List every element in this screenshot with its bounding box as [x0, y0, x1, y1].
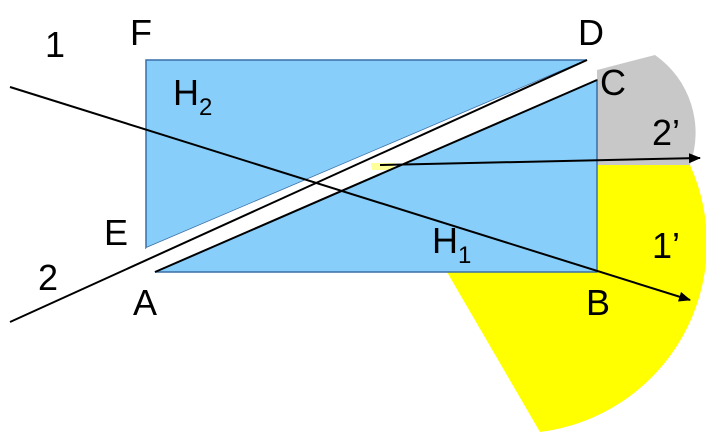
label-ray-1: 1 — [45, 24, 65, 65]
ray-1 — [9, 86, 691, 302]
yellow-sector — [447, 165, 706, 432]
label-ray-2-out: 2’ — [652, 112, 680, 153]
label-point-F: F — [130, 12, 152, 53]
label-ray-2: 2 — [38, 257, 58, 298]
label-point-B: B — [586, 282, 610, 323]
label-H2: H2 — [173, 72, 212, 121]
ray-2-inner-edge — [154, 79, 598, 273]
label-point-A: A — [133, 282, 157, 323]
label-H2-sub: 2 — [199, 94, 212, 121]
ray-2-out — [379, 153, 701, 166]
label-point-E: E — [104, 212, 128, 253]
ray-2-incoming — [9, 59, 588, 323]
label-ray-1-out: 1’ — [652, 225, 680, 266]
label-point-C: C — [600, 62, 626, 103]
label-H2-base: H — [173, 72, 199, 113]
label-H1-sub: 1 — [458, 242, 471, 269]
gray-sector — [597, 55, 696, 165]
label-H1: H1 — [432, 220, 471, 269]
label-point-D: D — [578, 12, 604, 53]
label-H1-base: H — [432, 220, 458, 261]
